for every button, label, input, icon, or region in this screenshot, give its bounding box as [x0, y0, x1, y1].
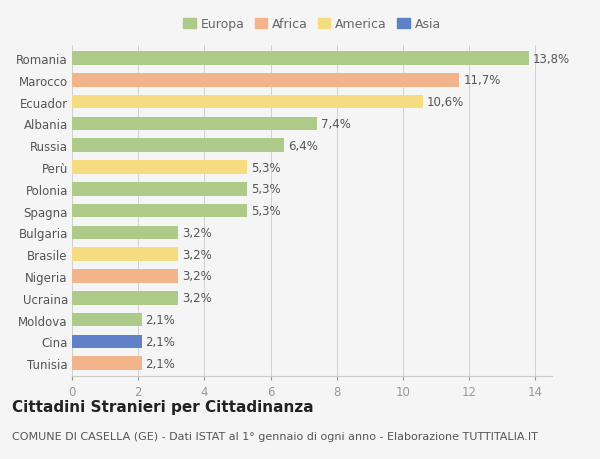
Bar [72, 357, 142, 370]
Text: 5,3%: 5,3% [251, 183, 281, 196]
Text: 2,1%: 2,1% [145, 313, 175, 326]
Text: COMUNE DI CASELLA (GE) - Dati ISTAT al 1° gennaio di ogni anno - Elaborazione TU: COMUNE DI CASELLA (GE) - Dati ISTAT al 1… [12, 431, 538, 442]
Text: 11,7%: 11,7% [463, 74, 500, 87]
Text: 13,8%: 13,8% [533, 52, 570, 66]
Bar [72, 161, 247, 174]
Bar [72, 118, 317, 131]
Text: 3,2%: 3,2% [182, 270, 212, 283]
Text: 10,6%: 10,6% [427, 96, 464, 109]
Bar [72, 139, 284, 153]
Text: 3,2%: 3,2% [182, 291, 212, 305]
Bar [72, 335, 142, 348]
Text: Cittadini Stranieri per Cittadinanza: Cittadini Stranieri per Cittadinanza [12, 399, 314, 414]
Text: 5,3%: 5,3% [251, 161, 281, 174]
Bar [72, 291, 178, 305]
Bar [72, 313, 142, 327]
Text: 2,1%: 2,1% [145, 335, 175, 348]
Bar [72, 52, 529, 66]
Bar [72, 95, 423, 109]
Text: 6,4%: 6,4% [288, 140, 318, 152]
Text: 3,2%: 3,2% [182, 248, 212, 261]
Bar [72, 204, 247, 218]
Bar [72, 183, 247, 196]
Bar [72, 226, 178, 240]
Text: 5,3%: 5,3% [251, 205, 281, 218]
Text: 7,4%: 7,4% [321, 118, 351, 131]
Text: 2,1%: 2,1% [145, 357, 175, 370]
Bar [72, 74, 460, 87]
Text: 3,2%: 3,2% [182, 226, 212, 239]
Bar [72, 269, 178, 283]
Bar [72, 248, 178, 261]
Legend: Europa, Africa, America, Asia: Europa, Africa, America, Asia [181, 16, 443, 34]
